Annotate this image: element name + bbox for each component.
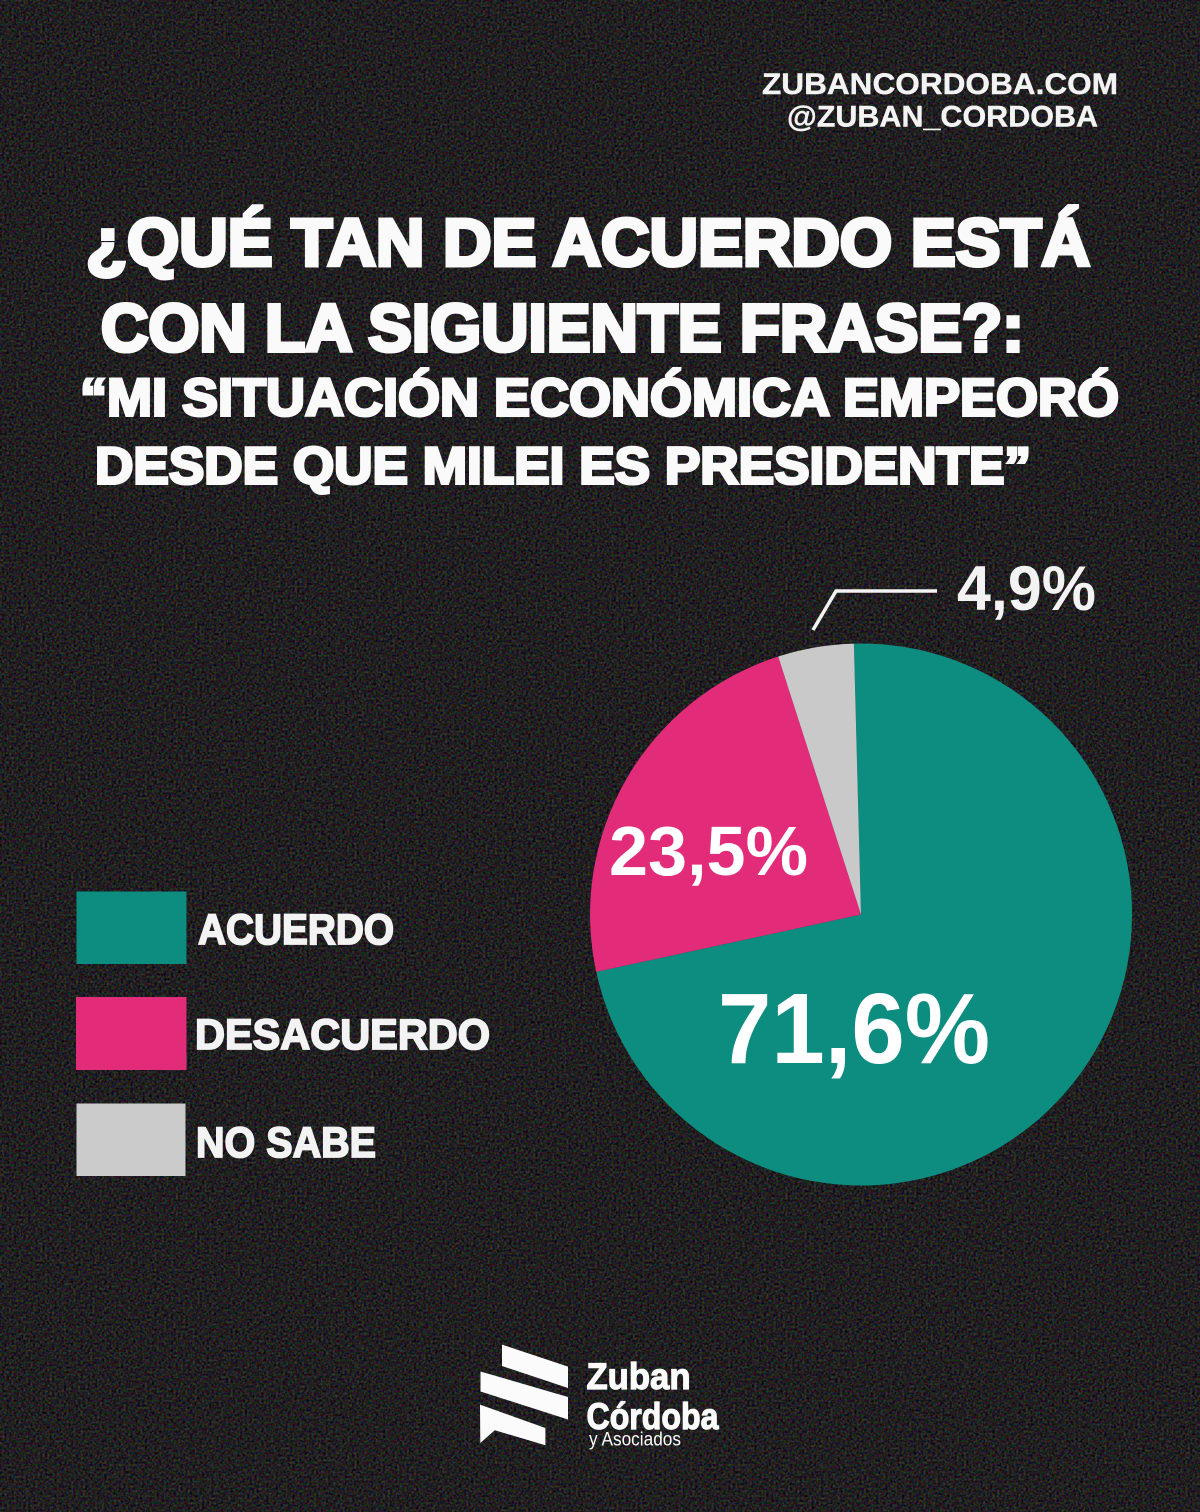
svg-text:NO SABE: NO SABE	[196, 1119, 376, 1167]
svg-text:23,5%: 23,5%	[609, 812, 808, 890]
svg-text:ZUBANCORDOBA.COM: ZUBANCORDOBA.COM	[762, 68, 1118, 101]
svg-text:4,9%: 4,9%	[957, 554, 1096, 624]
svg-text:ACUERDO: ACUERDO	[198, 906, 394, 954]
svg-text:DESDE QUE MILEI ES PRESIDENTE”: DESDE QUE MILEI ES PRESIDENTE”	[95, 438, 1031, 496]
svg-text:CON LA SIGUIENTE FRASE?:: CON LA SIGUIENTE FRASE?:	[101, 291, 1024, 366]
svg-text:y Asociados: y Asociados	[589, 1430, 681, 1451]
svg-text:Córdoba: Córdoba	[587, 1396, 719, 1437]
svg-text:@ZUBAN_CORDOBA: @ZUBAN_CORDOBA	[787, 101, 1098, 134]
svg-text:DESACUERDO: DESACUERDO	[195, 1011, 490, 1059]
svg-text:“MI SITUACIÓN ECONÓMICA EMPEOR: “MI SITUACIÓN ECONÓMICA EMPEORÓ	[80, 368, 1119, 428]
svg-text:71,6%: 71,6%	[718, 973, 990, 1085]
svg-text:¿QUÉ TAN DE ACUERDO ESTÁ: ¿QUÉ TAN DE ACUERDO ESTÁ	[86, 206, 1090, 281]
svg-text:Zuban: Zuban	[587, 1356, 691, 1397]
